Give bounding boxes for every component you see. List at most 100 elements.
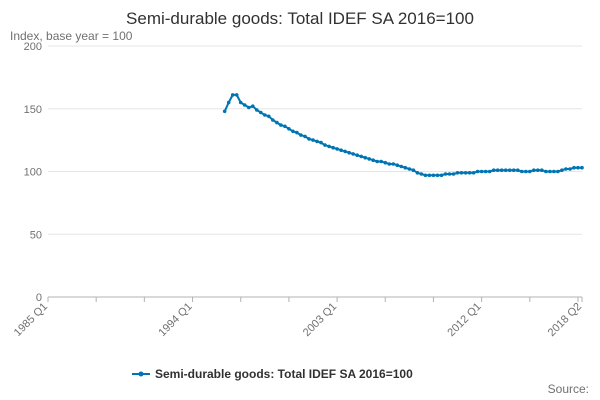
data-point[interactable] [355, 153, 360, 157]
data-point[interactable] [528, 169, 532, 174]
data-point[interactable] [507, 168, 512, 172]
data-point[interactable] [254, 108, 259, 112]
data-point[interactable] [467, 171, 472, 175]
data-point[interactable] [524, 169, 528, 174]
data-point[interactable] [226, 100, 231, 105]
x-tick-label: 2018 Q2 [546, 301, 584, 339]
data-point[interactable] [463, 171, 468, 175]
data-point[interactable] [455, 171, 460, 175]
data-point[interactable] [335, 147, 339, 151]
data-point[interactable] [267, 114, 271, 119]
data-point[interactable] [475, 169, 480, 174]
data-point[interactable] [315, 139, 319, 144]
x-tick-label: 1985 Q1 [12, 301, 50, 339]
data-point[interactable] [560, 168, 564, 172]
data-point[interactable] [423, 173, 428, 178]
data-point[interactable] [319, 140, 323, 145]
data-point[interactable] [516, 168, 520, 172]
data-point[interactable] [351, 152, 355, 156]
data-point[interactable] [548, 169, 552, 174]
data-point[interactable] [435, 173, 440, 178]
x-tick-label: 1994 Q1 [156, 301, 194, 339]
data-point[interactable] [299, 133, 303, 137]
x-axis: 1985 Q1 1994 Q1 2003 Q1 2012 Q1 2018 Q2 [12, 297, 584, 339]
data-point[interactable] [371, 158, 376, 162]
data-point[interactable] [259, 110, 263, 115]
data-point[interactable] [367, 157, 372, 161]
data-point[interactable] [499, 168, 504, 172]
data-point[interactable] [307, 137, 311, 141]
data-point[interactable] [451, 172, 456, 176]
data-point[interactable] [234, 93, 239, 97]
data-point[interactable] [487, 169, 492, 174]
data-point[interactable] [491, 168, 496, 172]
data-point[interactable] [247, 105, 251, 110]
data-point[interactable] [275, 120, 279, 125]
data-point[interactable] [544, 169, 548, 174]
data-point[interactable] [230, 93, 235, 97]
data-point[interactable] [327, 144, 331, 149]
data-point[interactable] [427, 173, 432, 178]
data-point[interactable] [576, 165, 580, 170]
legend[interactable]: Semi-durable goods: Total IDEF SA 2016=1… [132, 367, 413, 381]
data-point[interactable] [471, 171, 476, 175]
data-point[interactable] [552, 169, 556, 174]
data-point[interactable] [399, 164, 404, 169]
data-point[interactable] [459, 171, 464, 175]
data-point[interactable] [291, 129, 295, 134]
data-point[interactable] [580, 165, 584, 170]
data-point[interactable] [572, 165, 576, 170]
data-point[interactable] [431, 173, 436, 178]
data-point[interactable] [443, 172, 448, 176]
data-point[interactable] [483, 169, 488, 174]
data-point[interactable] [339, 148, 343, 152]
data-point[interactable] [238, 100, 243, 105]
data-point[interactable] [447, 172, 452, 176]
data-point[interactable] [395, 163, 400, 167]
data-point[interactable] [479, 169, 484, 174]
series-line [223, 93, 582, 177]
data-point[interactable] [311, 138, 315, 142]
data-point[interactable] [347, 150, 351, 155]
data-point[interactable] [439, 173, 444, 178]
data-point[interactable] [303, 134, 307, 139]
data-point[interactable] [271, 118, 275, 122]
y-tick-label: 50 [30, 229, 42, 241]
data-point[interactable] [568, 167, 572, 171]
data-point[interactable] [222, 109, 227, 114]
data-point[interactable] [263, 113, 267, 117]
data-point[interactable] [540, 168, 544, 172]
data-point[interactable] [287, 127, 291, 131]
data-point[interactable] [331, 145, 335, 150]
data-point[interactable] [379, 159, 384, 164]
data-point[interactable] [407, 167, 412, 171]
x-tick-label: 2012 Q1 [445, 301, 483, 339]
data-point[interactable] [343, 149, 347, 154]
data-point[interactable] [419, 172, 424, 176]
y-tick-label: 150 [24, 104, 42, 116]
data-point[interactable] [242, 103, 247, 107]
data-point[interactable] [403, 165, 408, 170]
data-point[interactable] [363, 155, 368, 160]
data-point[interactable] [556, 169, 560, 174]
data-point[interactable] [511, 168, 516, 172]
data-point[interactable] [283, 124, 287, 129]
data-point[interactable] [495, 168, 500, 172]
data-point[interactable] [383, 160, 388, 165]
data-point[interactable] [564, 167, 568, 171]
data-point[interactable] [391, 162, 396, 166]
data-point[interactable] [323, 143, 327, 147]
data-point[interactable] [536, 168, 540, 172]
data-point[interactable] [279, 123, 283, 127]
data-point[interactable] [503, 168, 508, 172]
data-point[interactable] [532, 168, 536, 172]
data-point[interactable] [251, 104, 255, 108]
data-point[interactable] [359, 154, 364, 159]
data-point[interactable] [520, 169, 524, 174]
data-point[interactable] [295, 130, 299, 135]
data-point[interactable] [415, 171, 420, 175]
data-point[interactable] [387, 162, 392, 166]
data-point[interactable] [375, 159, 380, 164]
data-point[interactable] [411, 168, 416, 172]
